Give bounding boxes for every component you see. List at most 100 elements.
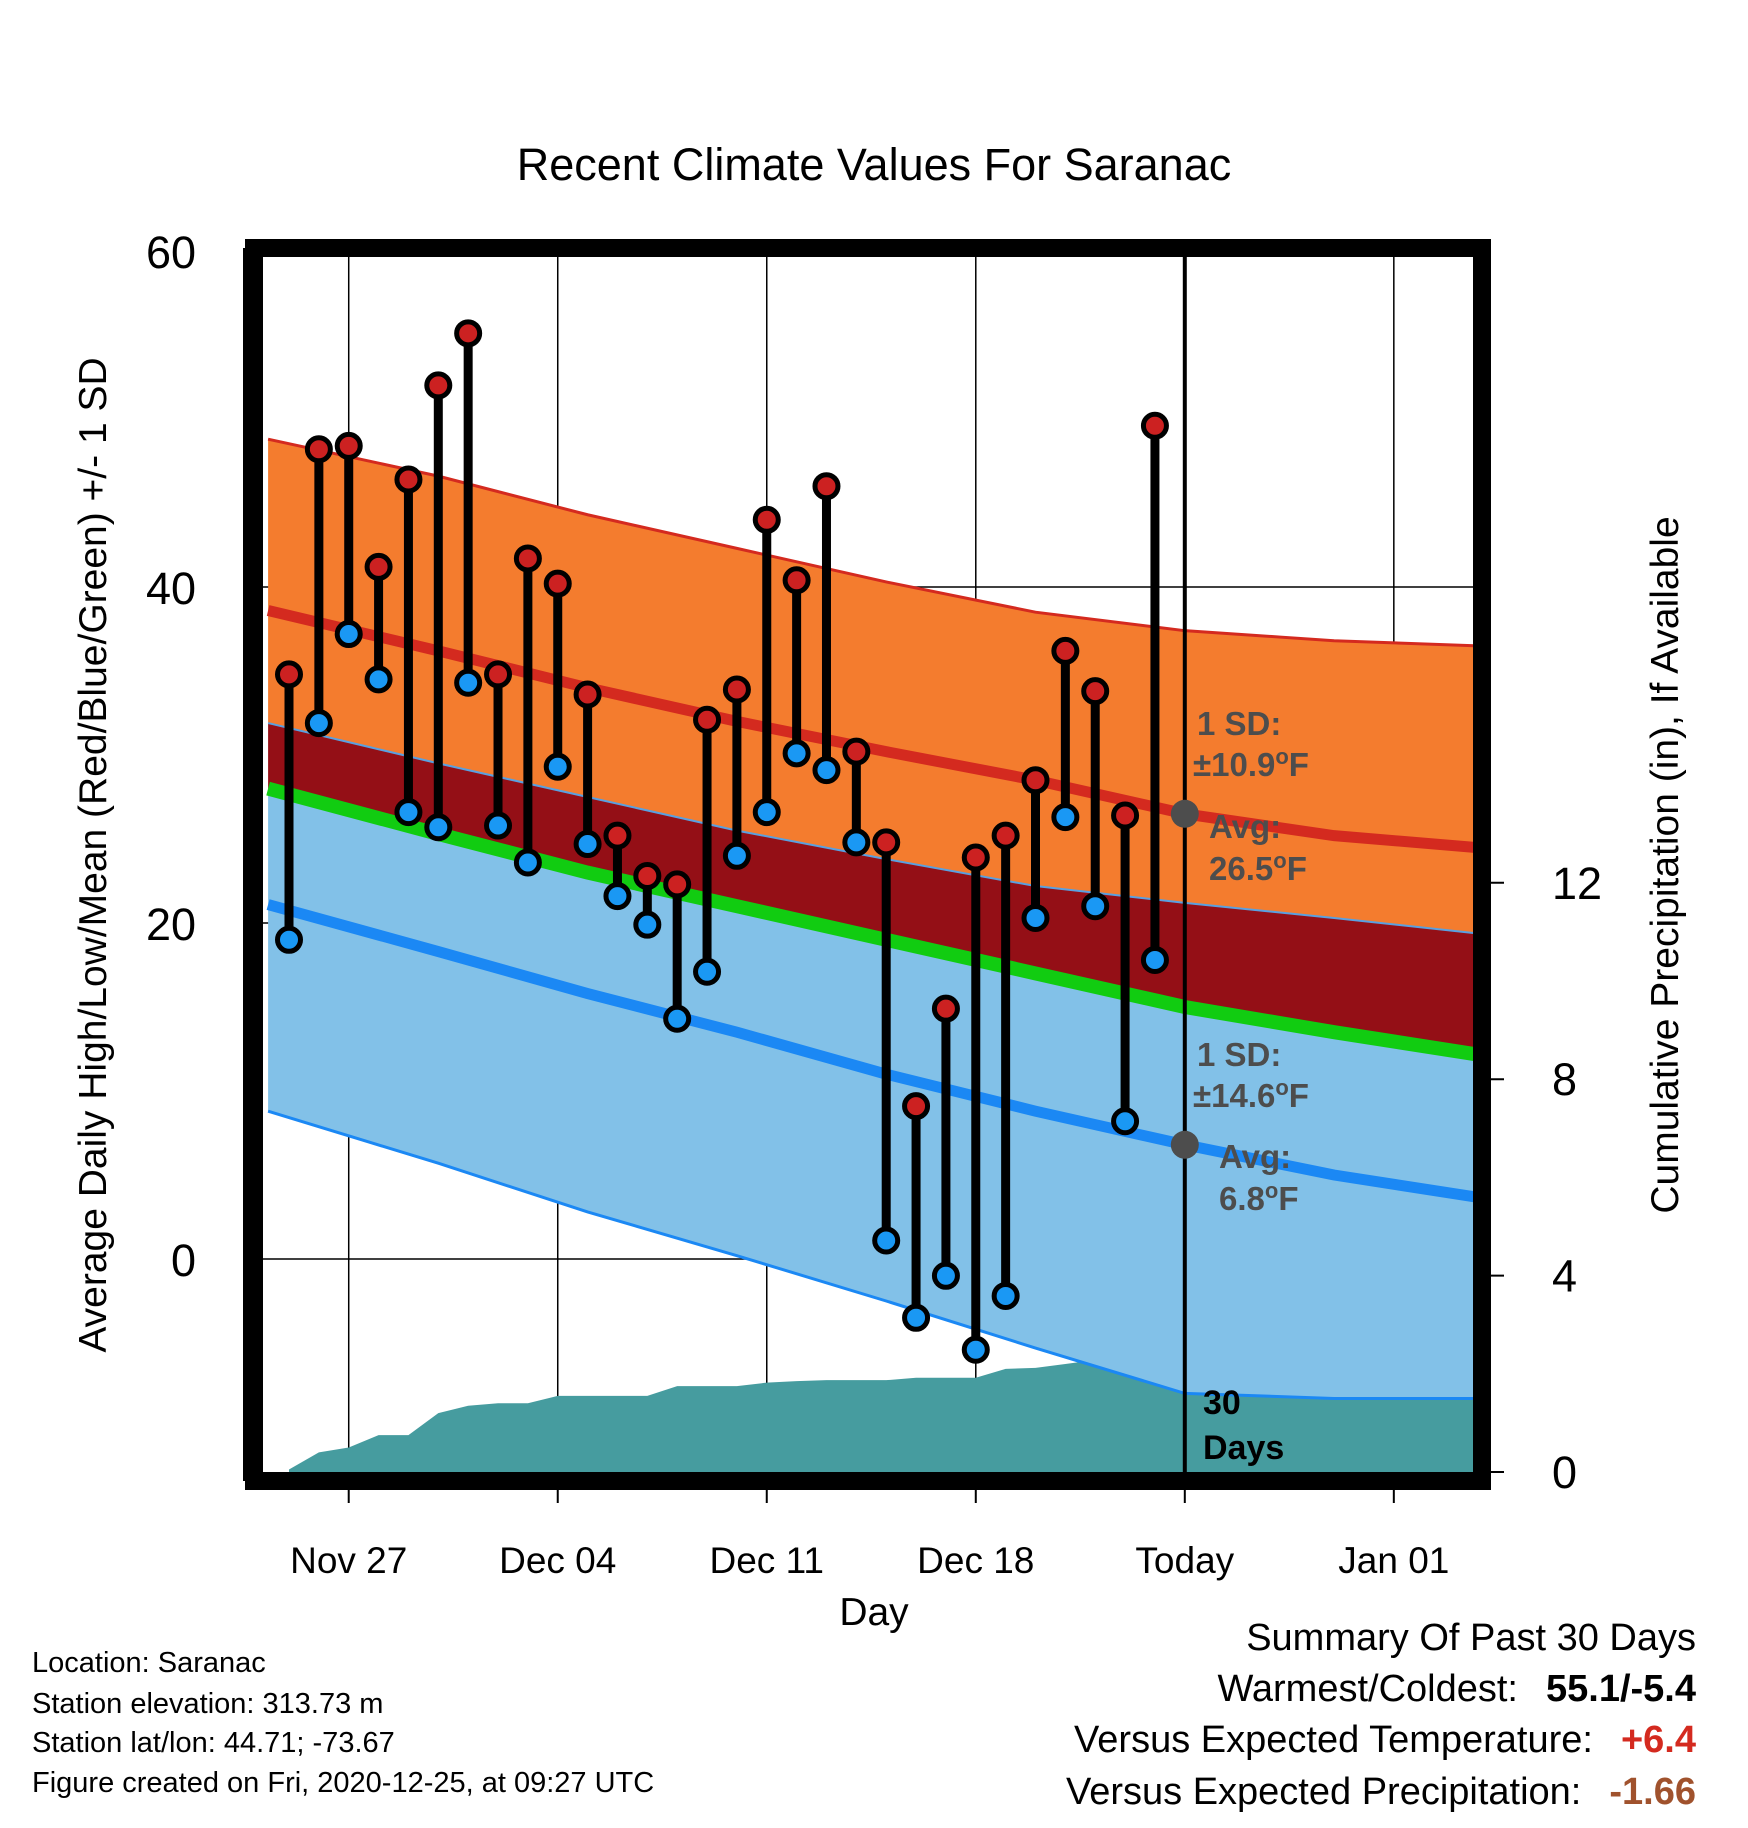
low-point <box>304 709 333 738</box>
low-avg-label: Avg: <box>1219 1138 1291 1175</box>
high-point <box>304 435 333 464</box>
axes: 0 20 40 60 0 4 8 12 Nov 27 Dec 04 Dec 11 Dec 18 Toda… <box>146 227 1602 1581</box>
footer-latlon: Station lat/lon: 44.71; -73.67 <box>32 1727 395 1759</box>
plot-frame <box>245 239 1491 1490</box>
x-tick-label: Nov 27 <box>290 1540 407 1581</box>
today-high-avg-point <box>1170 799 1199 828</box>
y2-axis-label: Cumulative Precipitation (in), If Availa… <box>1644 516 1687 1213</box>
high-point <box>1081 677 1110 706</box>
high-sd-value: ±10.9oF <box>1193 744 1309 783</box>
high-point <box>484 660 513 689</box>
high-point <box>752 505 781 534</box>
low-point <box>424 813 453 842</box>
high-point <box>603 821 632 850</box>
low-point <box>454 668 483 697</box>
x-tick-label: Dec 11 <box>710 1540 825 1581</box>
low-point <box>484 811 513 840</box>
y-axis-label: Average Daily High/Low/Mean (Red/Blue/Gr… <box>72 357 115 1352</box>
footer-created: Figure created on Fri, 2020-12-25, at 09… <box>32 1767 655 1799</box>
daily-marks <box>275 248 1187 1481</box>
low-point <box>782 739 811 768</box>
low-point <box>1111 1107 1140 1136</box>
high-point <box>931 994 960 1023</box>
high-point <box>961 843 990 872</box>
footer-elevation: Station elevation: 313.73 m <box>32 1688 384 1720</box>
summary-temperature: Versus Expected Temperature: +6.4 <box>1074 1719 1696 1762</box>
summary-warmest-coldest: Warmest/Coldest: 55.1/-5.4 <box>1217 1668 1696 1711</box>
high-point <box>334 431 363 460</box>
low-point <box>663 1004 692 1033</box>
summary-temperature-label: Versus Expected Temperature: <box>1074 1719 1593 1761</box>
low-point <box>722 841 751 870</box>
low-point <box>991 1281 1020 1310</box>
high-plus-sd-line <box>267 437 1475 648</box>
normal-bands <box>266 437 1476 1400</box>
summary-temperature-value: +6.4 <box>1620 1719 1696 1761</box>
high-point <box>543 569 572 598</box>
low-point <box>603 882 632 911</box>
low-point <box>842 828 871 857</box>
low-point <box>693 957 722 986</box>
summary-precipitation-value: -1.66 <box>1609 1771 1696 1813</box>
low-avg-value: 6.8oF <box>1219 1178 1299 1217</box>
x-axis-label: Day <box>839 1591 909 1634</box>
today-low-avg-point <box>1170 1130 1199 1159</box>
low-point <box>1140 945 1169 974</box>
high-point <box>902 1092 931 1121</box>
summary-warmest-coldest-label: Warmest/Coldest: <box>1217 1668 1518 1710</box>
low-point <box>1081 892 1110 921</box>
low-point <box>812 756 841 785</box>
low-point <box>543 752 572 781</box>
high-point <box>364 552 393 581</box>
summary-title: Summary Of Past 30 Days <box>1246 1617 1696 1659</box>
high-point <box>782 566 811 595</box>
low-sd-band <box>268 788 1475 1399</box>
y2-tick-label: 4 <box>1552 1251 1577 1302</box>
high-avg-label: Avg: <box>1209 808 1281 845</box>
high-point <box>424 371 453 400</box>
high-point <box>1140 411 1169 440</box>
high-point <box>1021 766 1050 795</box>
x-tick-label: Dec 18 <box>917 1540 1034 1581</box>
high-sd-label: 1 SD: <box>1197 705 1281 742</box>
chart-title: Recent Climate Values For Saranac <box>517 139 1232 190</box>
y2-tick-label: 0 <box>1552 1447 1577 1498</box>
high-point <box>275 660 303 689</box>
high-avg-value: 26.5oF <box>1209 848 1307 887</box>
low-point <box>573 830 602 859</box>
low-point <box>1021 903 1050 932</box>
high-point <box>991 821 1020 850</box>
y-tick-label: 20 <box>146 899 196 950</box>
high-point <box>872 828 901 857</box>
low-point <box>633 910 662 939</box>
low-point <box>334 620 363 649</box>
summary-warmest-coldest-value: 55.1/-5.4 <box>1546 1668 1696 1710</box>
low-sd-label: 1 SD: <box>1197 1036 1281 1073</box>
low-minus-sd-line <box>267 1109 1475 1400</box>
low-point <box>872 1226 901 1255</box>
high-point <box>513 544 542 573</box>
high-point <box>693 705 722 734</box>
low-point <box>752 798 781 827</box>
low-sd-value: ±14.6oF <box>1193 1075 1309 1114</box>
x-tick-label: Today <box>1135 1540 1234 1581</box>
footer-location: Location: Saranac <box>32 1647 266 1679</box>
high-point <box>454 319 483 348</box>
summary-precipitation-label: Versus Expected Precipitation: <box>1065 1771 1582 1813</box>
low-point <box>394 798 423 827</box>
high-point <box>1111 801 1140 830</box>
x-tick-label: Jan 01 <box>1338 1540 1449 1581</box>
high-point <box>633 861 662 890</box>
high-point <box>663 870 692 899</box>
y-tick-label: 0 <box>171 1235 196 1286</box>
high-point <box>394 465 423 494</box>
mid-band <box>268 723 1475 1055</box>
days-label: Days <box>1203 1429 1284 1467</box>
high-point <box>812 472 841 501</box>
y-tick-label: 40 <box>146 563 196 614</box>
low-point <box>364 665 393 694</box>
low-point <box>513 848 542 877</box>
low-point <box>961 1335 990 1364</box>
